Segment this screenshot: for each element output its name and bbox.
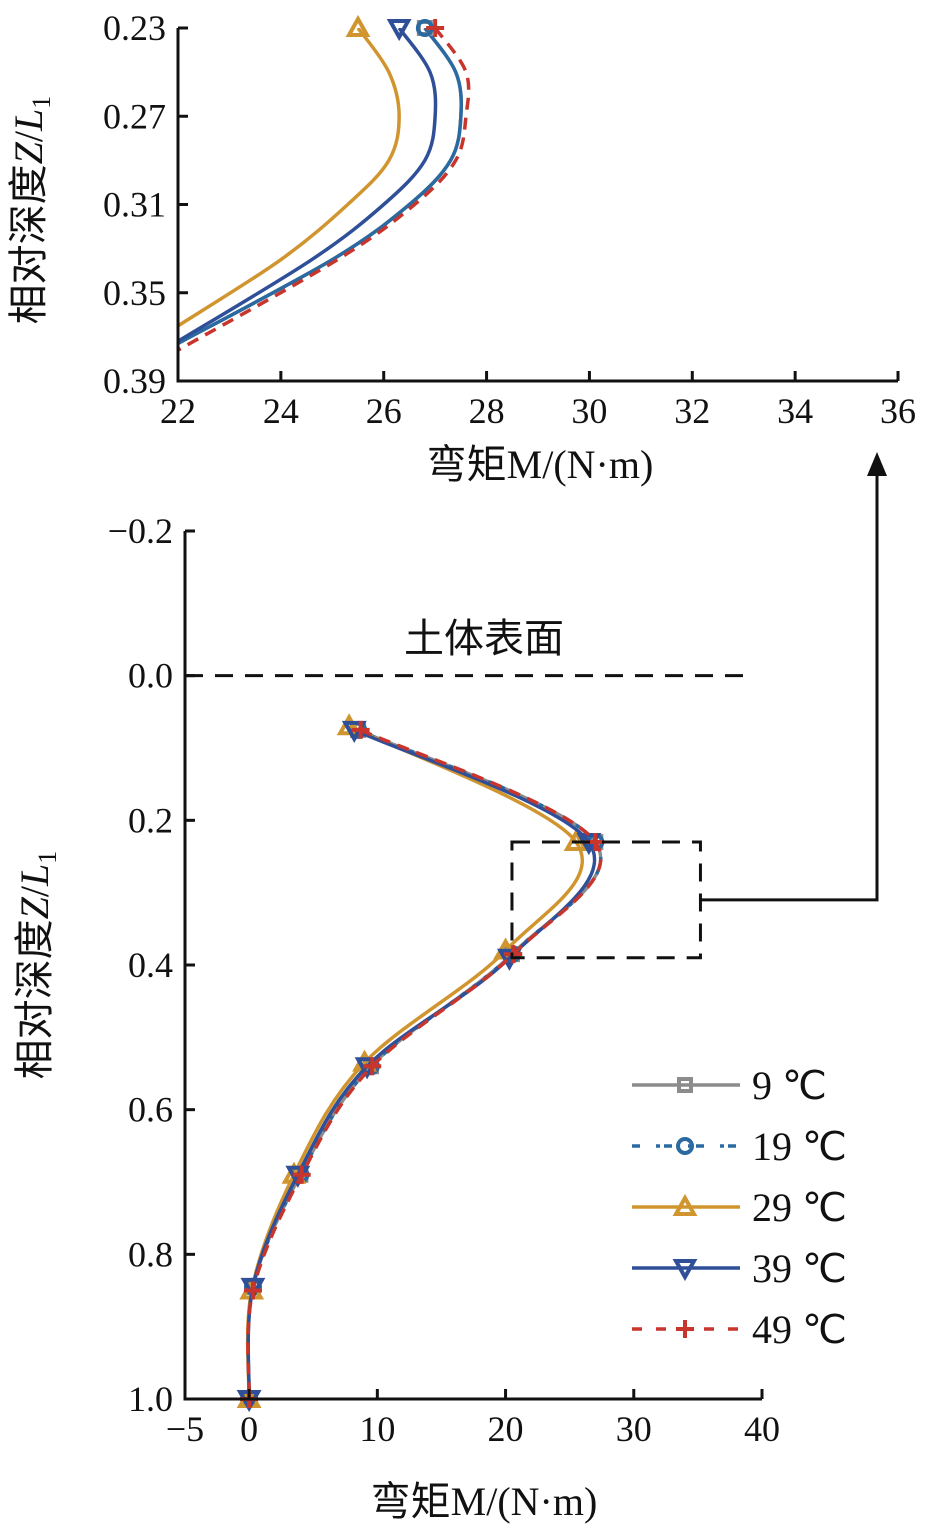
series-line-1: [246, 728, 603, 1400]
y-label-var: L: [6, 109, 51, 132]
y-label-var: Z: [6, 141, 51, 164]
x-tick-label: 30: [616, 1409, 652, 1449]
legend-label: 39 ℃: [752, 1246, 847, 1291]
x-tick-label: 10: [359, 1409, 395, 1449]
inset-series-line-1: [178, 28, 464, 346]
y-label-subscript: 1: [27, 96, 56, 109]
y-label-var: Z: [12, 896, 57, 919]
y-label-slash: /: [12, 885, 57, 897]
legend-label: 9 ℃: [752, 1063, 827, 1108]
legend-label: 29 ℃: [752, 1185, 847, 1230]
zoom-box: [510, 840, 702, 960]
arrow-head-icon: [867, 452, 887, 476]
y-label-var: L: [12, 864, 57, 887]
y-axis-label: 相对深度Z/L1: [6, 96, 56, 325]
inset-series-line-2: [178, 28, 401, 328]
y-tick-label: 1.0: [128, 1379, 173, 1419]
x-tick-label: 30: [571, 391, 607, 431]
x-tick-label: 40: [744, 1409, 780, 1449]
main-chart: 土体表面 −5 0 10 20 30 40 −0.2 0.0 0.2 0.4 0.6 0.8 1.0 相对深…: [12, 452, 887, 1449]
inset-axes: [176, 28, 898, 383]
y-label-text: 相对深度: [6, 164, 51, 324]
ground-surface-annotation: 土体表面: [404, 616, 564, 661]
marker-triangle-down: [240, 1277, 266, 1300]
series-line-0: [246, 728, 603, 1400]
marker-plus: [292, 1165, 311, 1184]
x-tick-label: 34: [777, 391, 813, 431]
legend-label: 49 ℃: [752, 1307, 847, 1352]
y-label-text: 相对深度: [12, 919, 57, 1079]
inset-chart: 22 24 26 28 30 32 34 36 0.23 0.27 0.31 0.35 0.39 相对深度…: [6, 8, 916, 431]
y-axis-label: 相对深度Z/L1: [12, 851, 62, 1080]
y-tick-label: 0.31: [103, 185, 166, 225]
inset-series-line-4: [178, 28, 471, 352]
marker-triangle-down: [386, 19, 412, 42]
x-tick-label: 24: [263, 391, 299, 431]
marker-circle: [676, 1137, 694, 1155]
x-tick-label: 0: [240, 1409, 258, 1449]
legend-label: 19 ℃: [752, 1124, 847, 1169]
inset-series-line-0: [178, 28, 464, 346]
zoom-arrow-line: [700, 470, 879, 902]
y-label-subscript: 1: [33, 851, 62, 864]
marker-plus: [426, 19, 445, 37]
y-tick-label: 0.8: [128, 1234, 173, 1274]
y-tick-label: 0.0: [128, 656, 173, 696]
marker-plus: [676, 1320, 694, 1338]
inset-x-axis-label: 弯矩M/(N·m): [427, 442, 654, 487]
marker-triangle-down: [672, 1259, 698, 1282]
y-tick-label: 0.4: [128, 945, 173, 985]
y-tick-label: 0.39: [103, 361, 166, 401]
marker-triangle-up: [345, 14, 371, 37]
x-tick-label: 32: [674, 391, 710, 431]
y-tick-label: −0.2: [108, 511, 173, 551]
y-tick-label: 0.2: [128, 800, 173, 840]
x-tick-label: 20: [488, 1409, 524, 1449]
y-label-slash: /: [6, 130, 51, 142]
x-tick-label: 36: [880, 391, 916, 431]
marker-plus: [243, 1281, 262, 1300]
y-tick-label: 0.35: [103, 273, 166, 313]
marker-square: [677, 1077, 693, 1093]
x-tick-label: 22: [160, 391, 196, 431]
x-tick-label: 28: [469, 391, 505, 431]
legend: 9 ℃ 19 ℃ 29 ℃ 39 ℃ 49 ℃: [632, 1063, 847, 1352]
series-line-3: [246, 728, 597, 1400]
series-line-2: [245, 724, 585, 1400]
main-x-axis-label: 弯矩M/(N·m): [371, 1479, 598, 1524]
y-tick-label: 0.6: [128, 1090, 173, 1130]
y-tick-label: 0.27: [103, 96, 166, 136]
marker-plus: [351, 720, 370, 739]
marker-triangle-up: [672, 1193, 698, 1216]
series-line-4: [246, 728, 603, 1400]
inset-series-line-3: [178, 28, 438, 343]
marker-plus: [363, 1057, 382, 1076]
y-tick-label: 0.23: [103, 8, 166, 48]
x-tick-label: 26: [366, 391, 402, 431]
x-tick-label: −5: [166, 1409, 204, 1449]
